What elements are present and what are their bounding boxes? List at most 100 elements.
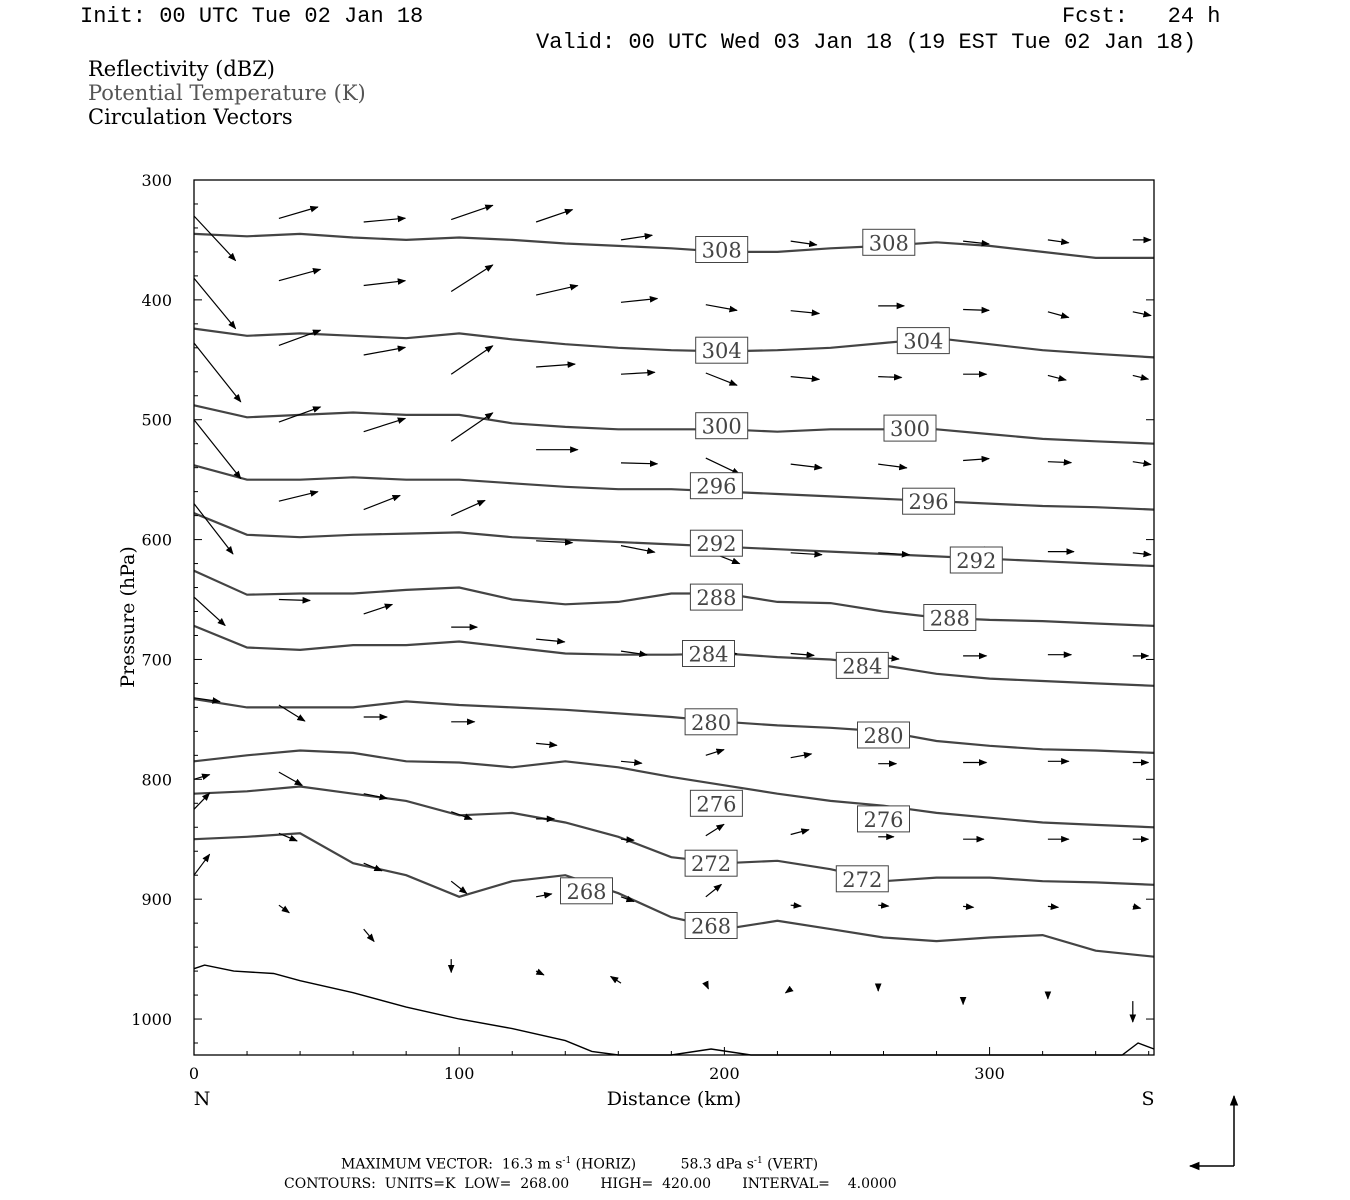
- contour-label: 292: [696, 532, 736, 556]
- contour-label: 268: [566, 880, 606, 904]
- circulation-vector: [1132, 310, 1152, 318]
- contour-label: 280: [863, 724, 903, 748]
- circulation-vector: [450, 345, 494, 375]
- circulation-vector: [609, 975, 622, 984]
- contour-label-box: [684, 708, 738, 736]
- contour-label-box: [689, 472, 743, 500]
- circulation-vector: [535, 208, 574, 223]
- contour-label: 296: [909, 490, 949, 514]
- contour-label: 272: [842, 868, 882, 892]
- x-end-label-south: S: [1141, 1088, 1154, 1110]
- circulation-vector: [363, 793, 388, 801]
- circulation-vector: [536, 741, 558, 748]
- circulation-vector: [193, 853, 211, 876]
- max-vector-text: MAXIMUM VECTOR: 16.3 m s: [341, 1156, 563, 1173]
- circulation-vector: [784, 985, 794, 994]
- circulation-vector: [278, 832, 298, 842]
- contour-label: 268: [691, 915, 731, 939]
- y-tick-label: 400: [141, 291, 172, 310]
- contour-label-box: [684, 912, 738, 939]
- unit-exponent-vert: -1: [753, 1156, 763, 1166]
- contour-info: CONTOURS: UNITS=K LOW= 268.00 HIGH= 420.…: [284, 1176, 897, 1192]
- contour-label: 288: [696, 586, 736, 610]
- init-time: Init: 00 UTC Tue 02 Jan 18: [80, 4, 424, 29]
- circulation-vector: [705, 823, 725, 837]
- contour-label-box: [883, 414, 937, 442]
- contour-label: 284: [688, 643, 728, 667]
- circulation-vector: [1132, 550, 1152, 558]
- circulation-vector: [450, 499, 486, 517]
- theta-contour-304: [193, 327, 1155, 359]
- contour-label-box: [560, 877, 613, 905]
- contour-label: 296: [696, 475, 736, 499]
- y-tick-label: 700: [141, 650, 172, 669]
- circulation-vector: [278, 406, 322, 423]
- contour-label-box: [695, 236, 749, 263]
- circulation-vector: [620, 369, 656, 377]
- contour-label-box: [682, 640, 735, 667]
- unit-exponent-horiz: -1: [562, 1156, 572, 1166]
- circulation-vector: [193, 342, 242, 403]
- max-vector-line: MAXIMUM VECTOR: 16.3 m s-1 (HORIZ) 58.3 …: [341, 1156, 818, 1173]
- circulation-vector: [278, 771, 304, 786]
- circulation-vector: [535, 891, 553, 899]
- theta-contour-284: [193, 624, 1155, 687]
- circulation-vector: [363, 928, 375, 943]
- max-vector-vert: (VERT): [762, 1156, 819, 1173]
- plot-frame: [193, 179, 1155, 1056]
- circulation-vector: [620, 545, 656, 555]
- circulation-vector: [705, 372, 738, 386]
- y-axis-label: Pressure (hPa): [117, 546, 139, 688]
- circulation-vector: [790, 463, 823, 471]
- circulation-vector: [1132, 903, 1142, 910]
- circulation-vector: [878, 550, 911, 558]
- contour-label: 292: [956, 549, 996, 573]
- circulation-vector: [536, 538, 574, 546]
- circulation-vector: [705, 457, 741, 475]
- y-tick-label: 1000: [131, 1010, 172, 1029]
- contour-label-box: [902, 487, 956, 515]
- circulation-vector: [705, 304, 738, 313]
- x-end-label-north: N: [194, 1088, 211, 1110]
- circulation-vector: [278, 904, 290, 914]
- x-tick-label: 0: [189, 1064, 199, 1083]
- contour-label-box: [835, 651, 889, 679]
- circulation-vector: [278, 596, 311, 604]
- theta-contour-296: [193, 464, 1155, 511]
- circulation-vector: [535, 968, 545, 976]
- circulation-vector: [278, 205, 319, 219]
- circulation-vector: [620, 295, 659, 303]
- circulation-vector: [535, 284, 579, 296]
- terrain-line: [193, 964, 1155, 1056]
- x-tick-label: 200: [709, 1064, 740, 1083]
- theta-contour-308: [193, 232, 1154, 259]
- circulation-vector: [790, 751, 813, 759]
- y-tick-label: 300: [141, 171, 172, 190]
- circulation-vector: [963, 239, 990, 247]
- circulation-vector: [193, 792, 211, 810]
- x-tick-label: 100: [444, 1064, 475, 1083]
- circulation-vector: [620, 759, 643, 766]
- contour-label: 300: [702, 415, 742, 439]
- theta-contour-272: [193, 785, 1155, 886]
- circulation-vector: [963, 306, 990, 314]
- legend-reflectivity: Reflectivity (dBZ): [88, 57, 276, 81]
- circulation-vector: [620, 233, 654, 241]
- circulation-vector: [451, 204, 494, 221]
- circulation-vector: [536, 637, 566, 645]
- circulation-vector: [1047, 903, 1060, 910]
- forecast-hour: Fcst: 24 h: [1062, 4, 1221, 29]
- circulation-vector: [193, 697, 221, 704]
- circulation-vector: [790, 828, 810, 836]
- contour-label: 304: [903, 330, 943, 354]
- y-tick-label: 600: [141, 531, 172, 550]
- contour-label: 272: [691, 852, 731, 876]
- theta-contour-276: [193, 749, 1155, 829]
- circulation-vector: [193, 773, 211, 780]
- circulation-vector: [878, 902, 890, 909]
- theta-contour-292: [193, 512, 1155, 568]
- circulation-vector: [790, 550, 823, 558]
- contour-label-box: [835, 865, 889, 893]
- circulation-vector: [790, 651, 815, 659]
